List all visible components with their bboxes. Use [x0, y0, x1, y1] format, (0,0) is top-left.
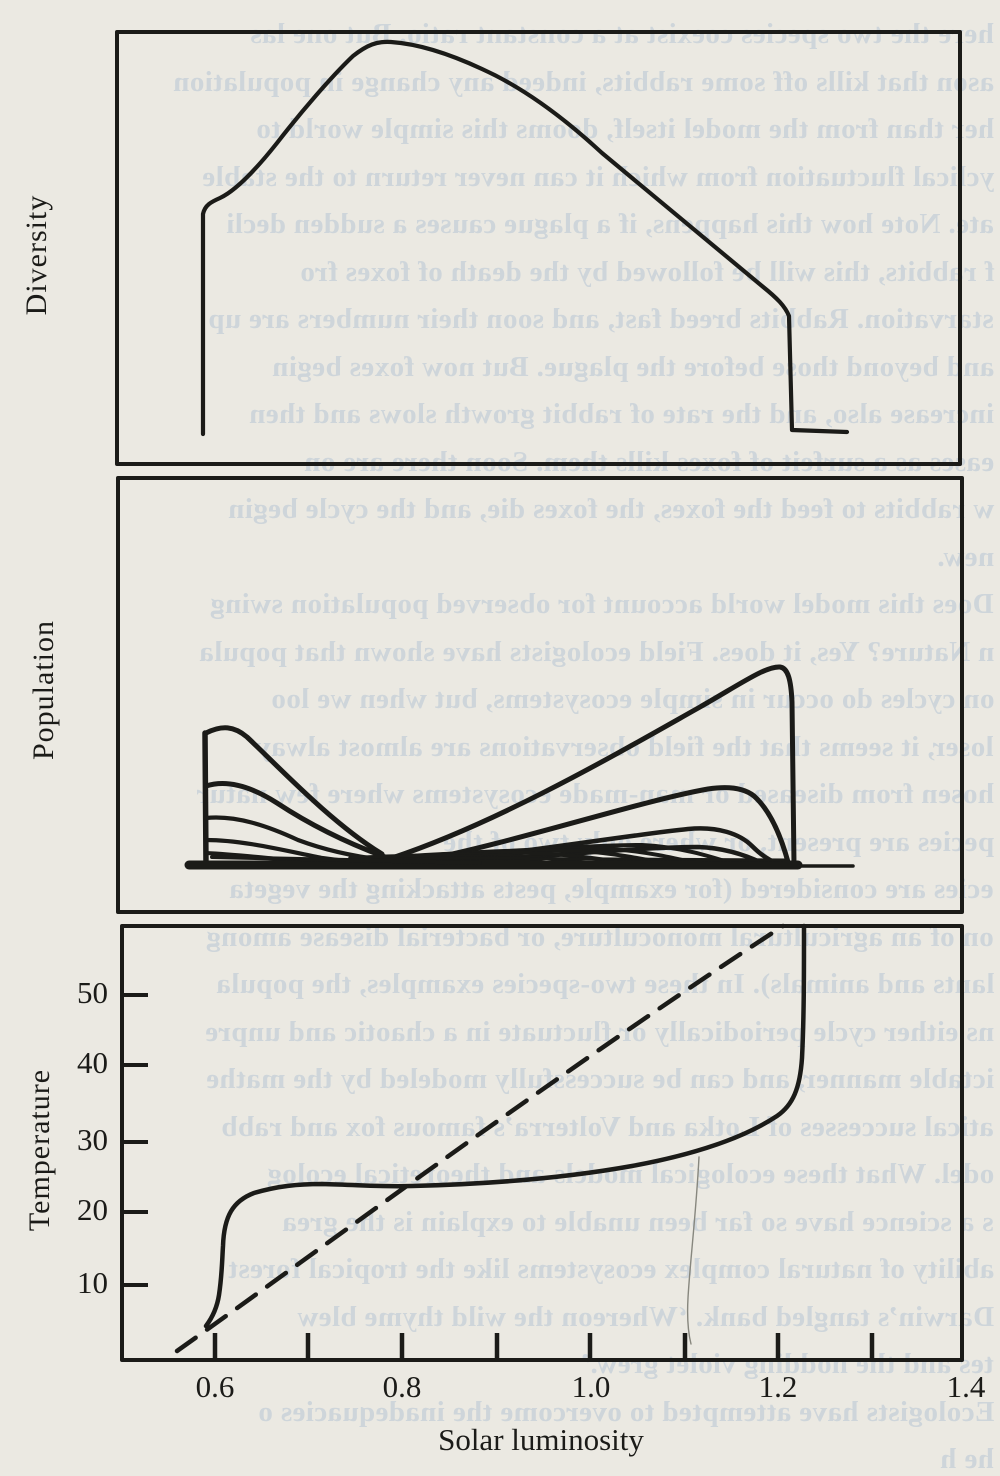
- population-baseline-upper: [210, 855, 482, 865]
- middle-panel-frame: [116, 476, 964, 914]
- population-curve-R2: [417, 785, 791, 865]
- scan-crease-artifact: [686, 1156, 700, 1345]
- top-panel-frame: [115, 30, 962, 466]
- temperature-curve-solid: [203, 923, 807, 1329]
- population-curve-L1: [203, 725, 385, 857]
- temperature-curve-dashed-no-life: [174, 923, 786, 1354]
- population-curve-L2: [203, 780, 391, 861]
- population-baseline-mid: [428, 856, 790, 862]
- bottom-panel-frame: [120, 924, 964, 1362]
- population-left-vertical: [202, 730, 209, 869]
- population-curve-R1-tall: [389, 664, 797, 867]
- diversity-curve: [200, 39, 850, 437]
